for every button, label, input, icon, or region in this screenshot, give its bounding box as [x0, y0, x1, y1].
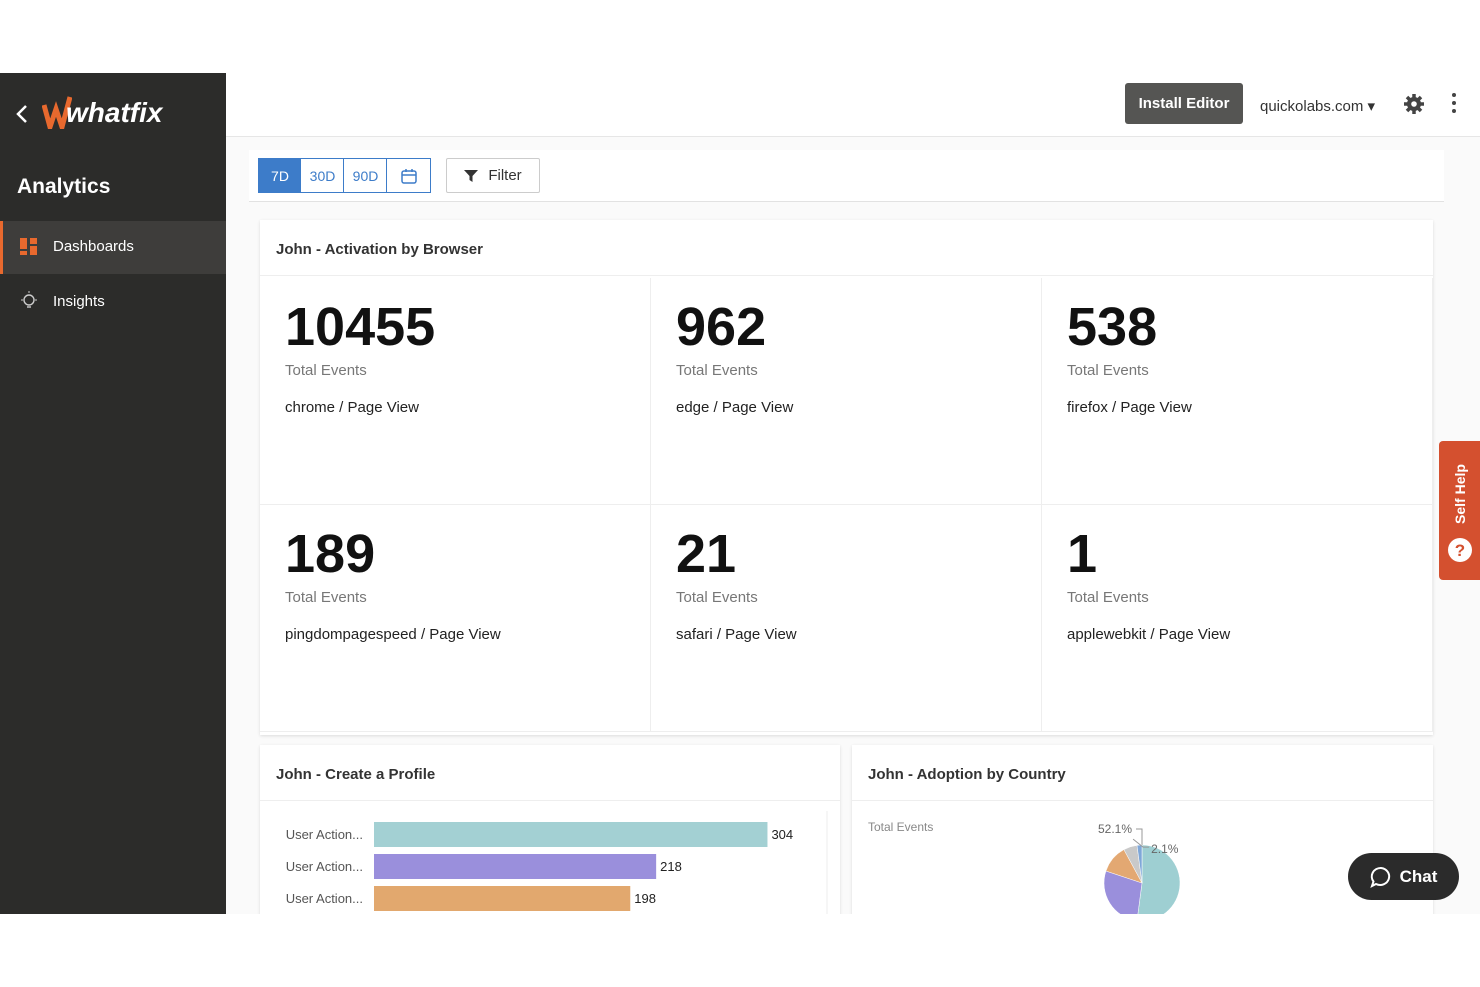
pie-slice	[1137, 844, 1181, 914]
kpi-caption: Total Events	[285, 589, 367, 606]
bar-chart: User Action... 304 User Action... 218 User A…	[286, 811, 828, 914]
browser-card: John - Activation by Browser 10455 Total …	[260, 220, 1433, 735]
nav-item[interactable]: Dashboards	[53, 238, 134, 255]
main: Install Editor quickolabs.com ▾ 7D 30D 9…	[226, 73, 1480, 914]
filter-icon	[464, 169, 479, 182]
help-icon: ?	[1448, 538, 1472, 562]
kpi-tile: 538 Total Events firefox / Page View	[1042, 278, 1433, 505]
divider	[852, 800, 1433, 801]
settings-icon[interactable]	[1403, 93, 1425, 115]
range-button[interactable]: 7D	[258, 158, 302, 193]
topbar: Install Editor quickolabs.com ▾	[226, 73, 1480, 137]
back-icon[interactable]	[14, 103, 30, 125]
install-button[interactable]: Install Editor	[1125, 83, 1243, 124]
kpi-caption: Total Events	[285, 362, 367, 379]
leader-line	[1136, 828, 1143, 845]
filter-button[interactable]: Filter	[446, 158, 540, 193]
calendar-icon	[400, 168, 417, 184]
kpi-label: safari / Page View	[676, 626, 797, 643]
nav-active[interactable]	[0, 221, 226, 274]
bar	[374, 886, 631, 911]
toolbar: 7D 30D 90D Filter	[249, 150, 1444, 202]
chat-icon	[1369, 866, 1390, 888]
slice-label: 52.1%	[1098, 822, 1132, 836]
bar	[374, 854, 657, 879]
domain-select[interactable]: quickolabs.com ▾	[1260, 98, 1376, 115]
logo-icon	[42, 96, 72, 129]
kpi-value: 1	[1067, 524, 1098, 584]
chat-button[interactable]: Chat	[1348, 853, 1459, 900]
kpi-label: applewebkit / Page View	[1067, 626, 1231, 643]
kpi-tile: 962 Total Events edge / Page View	[651, 278, 1042, 505]
domain: quickolabs.com	[1260, 98, 1364, 115]
pie-slice	[1103, 870, 1143, 914]
tiles: 10455 Total Events chrome / Page View 962 To…	[260, 278, 1433, 732]
bar	[374, 822, 768, 847]
self-help-label: Self Help	[1452, 464, 1468, 524]
more-icon[interactable]	[1450, 92, 1458, 114]
category-label: User Action...	[286, 859, 363, 874]
chat-label: Chat	[1399, 866, 1438, 886]
kpi-tile: 10455 Total Events chrome / Page View	[260, 278, 651, 505]
kpi-value: 189	[285, 524, 376, 584]
kpi-label: pingdompagespeed / Page View	[285, 626, 501, 643]
kpi-tile: 21 Total Events safari / Page View	[651, 505, 1042, 732]
kpi-caption: Total Events	[1067, 589, 1149, 606]
range-button[interactable]: 90D	[343, 158, 388, 193]
kpi-caption: Total Events	[1067, 362, 1149, 379]
logo-text: whatfix	[66, 97, 163, 128]
kpi-label: edge / Page View	[676, 399, 794, 416]
kpi-label: chrome / Page View	[285, 399, 419, 416]
card-title: John - Create a Profile	[276, 766, 436, 783]
kpi-label: firefox / Page View	[1067, 399, 1192, 416]
card-title: John - Adoption by Country	[868, 766, 1066, 783]
divider	[260, 800, 840, 801]
kpi-value: 538	[1067, 297, 1158, 357]
slice-label: 2.1%	[1151, 842, 1179, 856]
pie-subtitle: Total Events	[868, 820, 933, 834]
value-label: 198	[634, 891, 656, 906]
divider	[260, 275, 1433, 276]
svg-text:?: ?	[1455, 541, 1465, 560]
nav-item[interactable]: Insights	[53, 293, 105, 310]
self-help-tab[interactable]: Self Help ?	[1439, 441, 1480, 580]
kpi-tile: 1 Total Events applewebkit / Page View	[1042, 505, 1433, 732]
range-button[interactable]: 30D	[300, 158, 345, 193]
filter-label: Filter	[488, 167, 522, 184]
dashboard-icon	[20, 238, 37, 255]
insights-icon	[21, 291, 37, 308]
country-card: John - Adoption by Country Total Events 5…	[852, 745, 1433, 914]
calendar-button[interactable]	[386, 158, 431, 193]
category-label: User Action...	[286, 891, 363, 906]
kpi-value: 962	[676, 297, 767, 357]
sidebar-title: Analytics	[17, 175, 111, 198]
kpi-value: 21	[676, 524, 737, 584]
app: whatfix Analytics Dashboards Insights In…	[0, 73, 1480, 914]
kpi-caption: Total Events	[676, 589, 758, 606]
profile-card: John - Create a Profile User Action... 30…	[260, 745, 840, 914]
pie-chart: Total Events 52.1% 2.1%	[868, 820, 1181, 914]
value-label: 218	[660, 859, 682, 874]
pie-slice	[1136, 844, 1143, 884]
category-label: User Action...	[286, 827, 363, 842]
value-label: 304	[771, 827, 793, 842]
leader-line	[1132, 838, 1150, 848]
sidebar: whatfix Analytics Dashboards Insights	[0, 73, 226, 914]
kpi-tile: 189 Total Events pingdompagespeed / Page V…	[260, 505, 651, 732]
kpi-caption: Total Events	[676, 362, 758, 379]
kpi-value: 10455	[285, 297, 436, 357]
card-title: John - Activation by Browser	[276, 241, 483, 258]
